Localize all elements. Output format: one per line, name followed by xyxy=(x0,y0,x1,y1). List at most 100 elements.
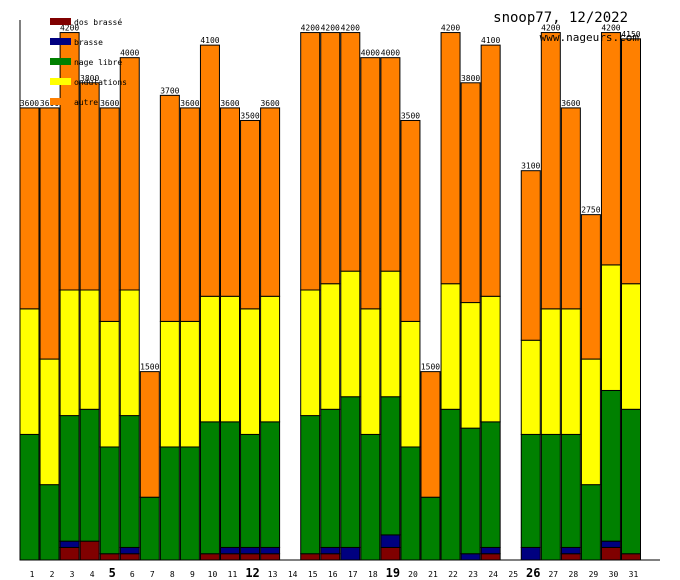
bar-segment-day24-series3 xyxy=(480,295,501,423)
total-label-day4: 3800 xyxy=(80,74,99,83)
bar-segment-day4-series4 xyxy=(79,82,100,291)
bar-segment-day19-series0 xyxy=(380,546,401,561)
bar-segment-day4-series2 xyxy=(79,408,100,542)
bar-segment-day31-series3 xyxy=(621,283,641,410)
total-label-day2: 3600 xyxy=(40,99,59,108)
x-tick-label-5: 5 xyxy=(109,566,116,580)
total-label-day18: 4000 xyxy=(361,49,380,58)
legend-label-1: brasse xyxy=(74,38,103,47)
bar-segment-day23-series2 xyxy=(460,427,481,555)
bar-segment-day13-series3 xyxy=(260,295,281,423)
bar-segment-day24-series4 xyxy=(480,44,501,297)
chart-subtitle: www.nageurs.com xyxy=(540,31,640,44)
bar-segment-day11-series0 xyxy=(220,553,240,561)
bar-segment-day22-series2 xyxy=(440,408,461,561)
bar-segment-day13-series0 xyxy=(260,553,281,561)
bar-segment-day16-series3 xyxy=(320,283,341,410)
bar-segment-day28-series3 xyxy=(560,308,581,435)
total-label-day8: 3700 xyxy=(160,86,179,95)
legend-swatch-3 xyxy=(50,78,71,85)
bar-segment-day17-series3 xyxy=(340,270,361,398)
bar-segment-day29-series4 xyxy=(580,214,601,360)
bars-group xyxy=(19,32,641,561)
bar-segment-day18-series3 xyxy=(360,308,381,435)
bar-segment-day9-series4 xyxy=(179,107,200,322)
bar-segment-day27-series3 xyxy=(540,308,561,435)
bar-segment-day5-series3 xyxy=(99,320,120,448)
bar-segment-day6-series1 xyxy=(119,546,140,555)
legend-label-3: ondulations xyxy=(74,78,127,87)
bar-segment-day4-series3 xyxy=(79,289,100,410)
bar-segment-day22-series4 xyxy=(440,32,461,285)
legend: dos brassé brasse nage libre ondulations aut… xyxy=(50,17,127,107)
bar-segment-day30-series2 xyxy=(600,389,621,542)
total-label-day17: 4200 xyxy=(341,24,360,33)
bar-segment-day24-series0 xyxy=(480,553,501,561)
bar-segment-day16-series4 xyxy=(320,32,341,285)
bar-segment-day5-series2 xyxy=(99,446,120,555)
bar-segment-day31-series2 xyxy=(621,408,641,555)
total-label-day16: 4200 xyxy=(321,24,340,33)
x-tick-label-18: 18 xyxy=(368,570,378,579)
bar-segment-day29-series2 xyxy=(580,484,601,561)
bar-segment-day30-series1 xyxy=(600,540,621,548)
bar-segment-day17-series1 xyxy=(340,546,361,561)
x-tick-label-25: 25 xyxy=(508,570,518,579)
chart-title: snoop77, 12/2022 xyxy=(493,10,628,26)
bar-segment-day19-series3 xyxy=(380,270,401,398)
legend-label-4: autre xyxy=(74,98,98,107)
bar-segment-day17-series4 xyxy=(340,32,361,272)
x-tick-label-31: 31 xyxy=(629,570,639,579)
bar-segment-day3-series4 xyxy=(59,32,80,291)
legend-swatch-1 xyxy=(50,38,71,45)
bar-segment-day16-series1 xyxy=(320,546,341,555)
bar-segment-day11-series2 xyxy=(220,421,240,548)
total-label-day12: 3500 xyxy=(240,111,259,120)
legend-label-0: dos brassé xyxy=(74,17,122,27)
total-label-day15: 4200 xyxy=(301,24,320,33)
x-tick-label-23: 23 xyxy=(468,570,478,579)
bar-segment-day19-series4 xyxy=(380,57,401,272)
bar-segment-day7-series2 xyxy=(139,496,160,561)
bar-segment-day26-series4 xyxy=(520,170,541,341)
bar-segment-day18-series2 xyxy=(360,433,381,561)
total-label-day13: 3600 xyxy=(260,99,279,108)
bar-segment-day10-series2 xyxy=(199,421,220,555)
x-tick-label-28: 28 xyxy=(569,570,579,579)
bar-segment-day27-series2 xyxy=(540,433,561,561)
x-tick-label-27: 27 xyxy=(548,570,558,579)
total-label-day10: 4100 xyxy=(200,36,219,45)
total-label-day21: 1500 xyxy=(421,363,440,372)
total-label-day29: 2750 xyxy=(581,206,600,215)
bar-segment-day15-series2 xyxy=(300,415,321,555)
x-tick-label-21: 21 xyxy=(428,570,438,579)
bar-segment-day6-series4 xyxy=(119,57,140,291)
legend-swatch-0 xyxy=(50,18,71,25)
x-tick-label-7: 7 xyxy=(150,570,155,579)
bar-segment-day4-series0 xyxy=(79,540,100,561)
x-tick-label-6: 6 xyxy=(130,570,135,579)
bar-segment-day21-series4 xyxy=(420,371,441,498)
bar-segment-day12-series1 xyxy=(240,546,261,555)
total-label-day9: 3600 xyxy=(180,99,199,108)
bar-segment-day28-series0 xyxy=(560,553,581,561)
bar-segment-day3-series2 xyxy=(59,415,80,542)
bar-segment-day12-series0 xyxy=(240,553,261,561)
bar-segment-day1-series2 xyxy=(19,433,40,561)
total-label-day27: 4200 xyxy=(541,24,560,33)
bar-segment-day27-series4 xyxy=(540,32,561,310)
x-tick-label-30: 30 xyxy=(609,570,619,579)
bar-segment-day3-series0 xyxy=(59,546,80,561)
bar-segment-day5-series4 xyxy=(99,107,120,322)
bar-segment-day16-series0 xyxy=(320,553,341,561)
bar-segment-day26-series2 xyxy=(520,433,541,548)
bar-segment-day19-series1 xyxy=(380,534,401,548)
bar-segment-day30-series0 xyxy=(600,546,621,561)
bar-segment-day26-series1 xyxy=(520,546,541,561)
legend-swatch-2 xyxy=(50,58,71,65)
bar-segment-day5-series0 xyxy=(99,553,120,561)
bar-segment-day23-series3 xyxy=(460,302,481,429)
bar-segment-day11-series4 xyxy=(220,107,240,297)
bar-segment-day15-series4 xyxy=(300,32,321,291)
